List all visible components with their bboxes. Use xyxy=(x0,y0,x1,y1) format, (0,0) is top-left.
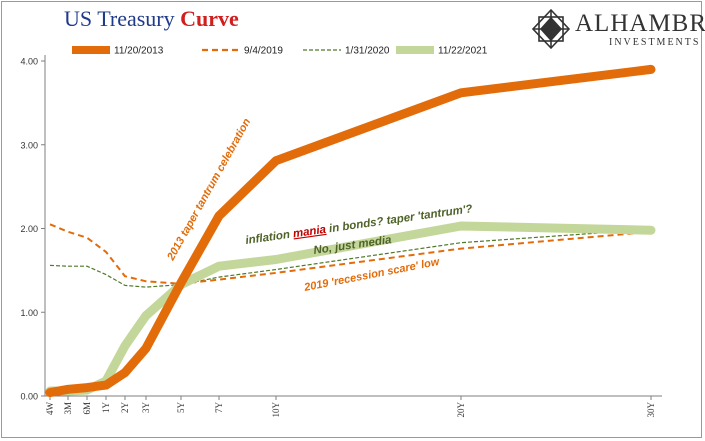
x-tick-label: 30Y xyxy=(646,402,656,418)
title-main: US Treasury xyxy=(64,6,175,31)
brand-logo: ALHAMBRA INVESTMENTS xyxy=(531,8,705,52)
legend-item: 11/22/2021 xyxy=(396,46,488,57)
legend-label: 11/20/2013 xyxy=(114,46,164,57)
x-tick-label: 20Y xyxy=(456,402,466,418)
series-line-2019 xyxy=(49,223,652,285)
legend-label: 9/4/2019 xyxy=(244,46,283,57)
x-tick-label: 7Y xyxy=(214,402,224,414)
x-tick-label: 3M xyxy=(63,402,73,415)
series-line-2020 xyxy=(49,228,652,288)
annotation-no-just-media: No, just media xyxy=(313,234,393,257)
legend-label: 11/22/2021 xyxy=(438,46,488,57)
x-tick-label: 3Y xyxy=(141,402,151,414)
legend-item: 9/4/2019 xyxy=(202,46,283,57)
x-tick-label: 6M xyxy=(82,402,92,415)
logo-name: ALHAMBRA xyxy=(575,10,705,37)
legend-item: 1/31/2020 xyxy=(303,46,390,57)
series-line-2013 xyxy=(45,64,656,398)
logo-subtitle: INVESTMENTS xyxy=(609,37,701,48)
annotation-mania-word: mania xyxy=(292,224,327,241)
legend-label: 1/31/2020 xyxy=(345,46,390,57)
title-accent: Curve xyxy=(180,6,239,31)
x-tick-label: 5Y xyxy=(176,402,186,414)
legend-item: 11/20/2013 xyxy=(72,46,164,57)
y-tick-label: 1.00 xyxy=(20,308,38,318)
y-tick-label: 3.00 xyxy=(20,140,38,150)
y-tick-label: 0.00 xyxy=(20,392,38,402)
annotation-inflation-part1: inflation xyxy=(245,228,294,247)
geometric-star-icon xyxy=(531,8,571,50)
x-tick-label: 4W xyxy=(45,402,55,416)
annotation-2019-recession: 2019 'recession scare' low xyxy=(302,256,441,294)
x-tick-label: 2Y xyxy=(120,402,130,414)
y-tick-label: 2.00 xyxy=(20,224,38,234)
chart-title: US Treasury Curve xyxy=(64,6,239,32)
y-tick-label: 4.00 xyxy=(20,57,38,67)
x-tick-label: 10Y xyxy=(271,402,281,418)
x-tick-label: 1Y xyxy=(101,402,111,414)
